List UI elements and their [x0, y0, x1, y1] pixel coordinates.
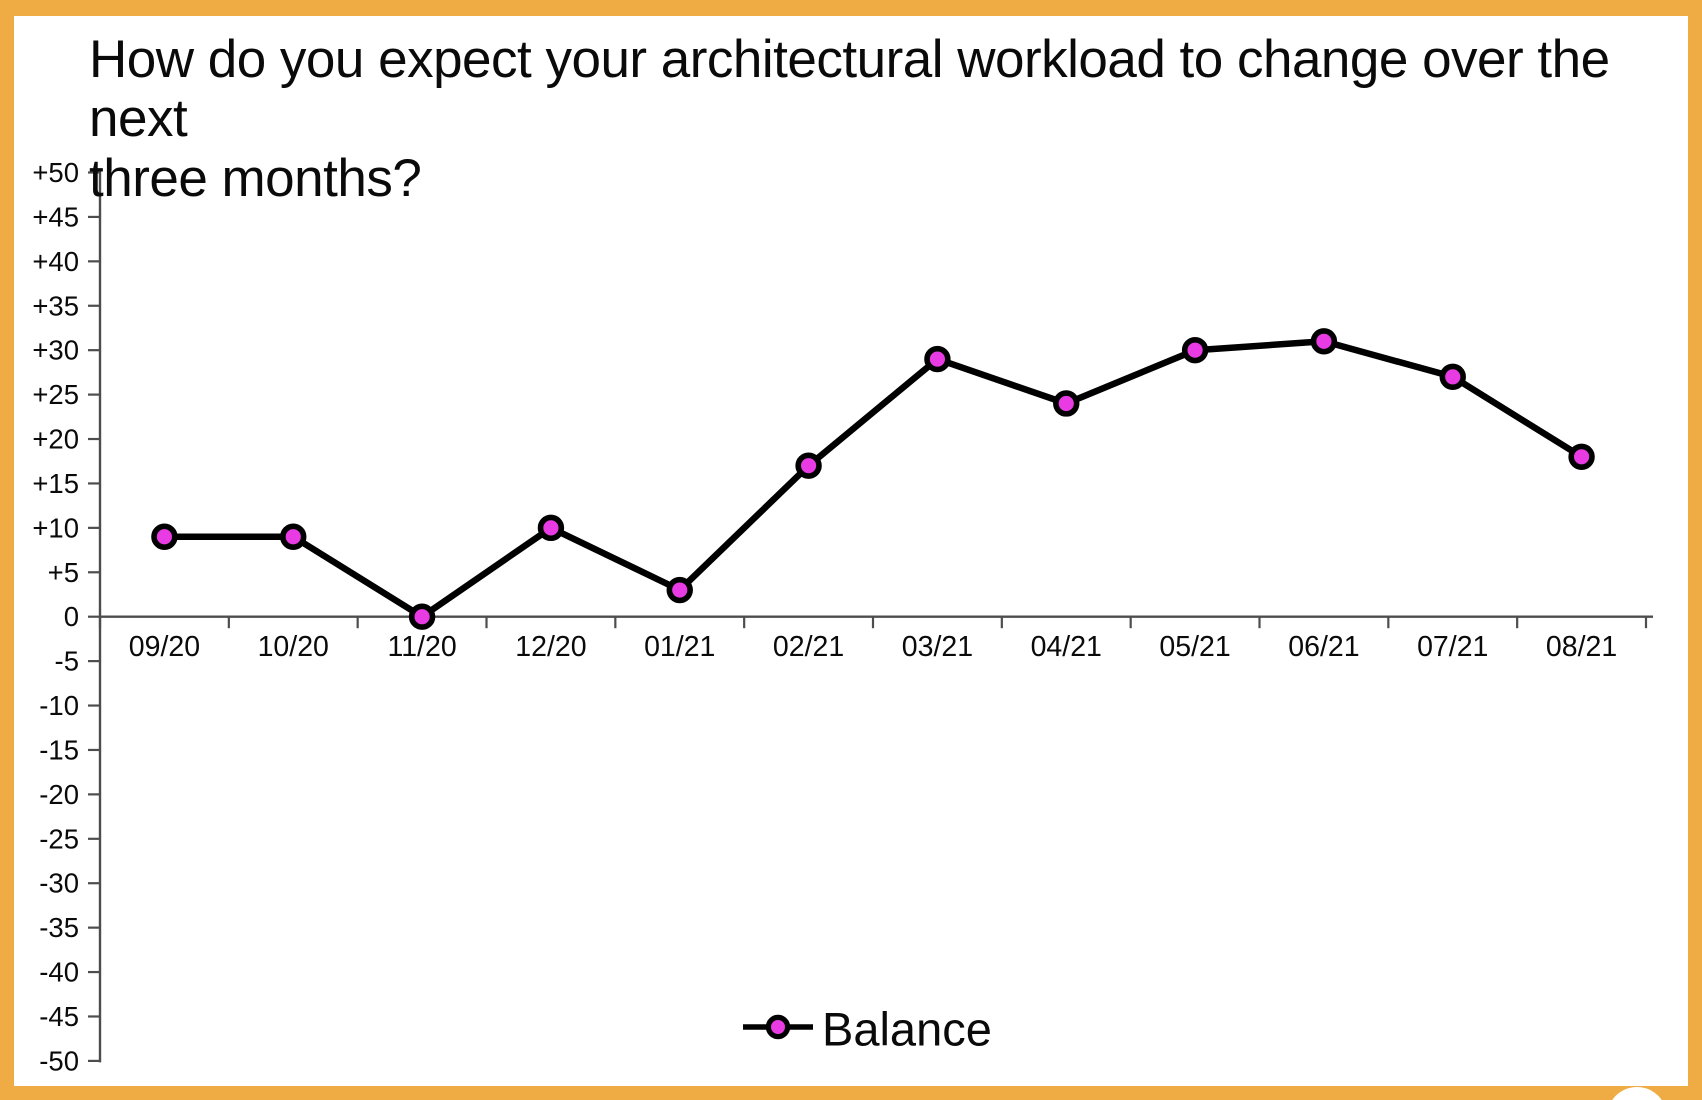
y-tick-label: +20 — [32, 424, 79, 455]
y-tick-label: 0 — [64, 601, 79, 632]
y-tick-label: +40 — [32, 246, 79, 277]
x-tick-label: 12/20 — [515, 631, 586, 663]
y-tick-label: +5 — [48, 557, 79, 588]
balance-line — [161, 338, 1585, 620]
data-point-marker — [666, 576, 693, 604]
y-tick-label: -10 — [39, 690, 79, 721]
x-tick-label: 10/20 — [258, 631, 329, 663]
y-tick-label: +10 — [32, 512, 79, 543]
y-tick-label: +45 — [32, 201, 79, 232]
y-tick-label: +50 — [32, 157, 79, 188]
x-tick-label: 03/21 — [902, 631, 973, 663]
data-point-marker — [537, 514, 565, 542]
y-tick-label: -15 — [39, 734, 79, 765]
x-tick-label: 05/21 — [1159, 631, 1230, 663]
data-point-marker — [1310, 328, 1338, 355]
y-tick-label: -30 — [39, 868, 79, 899]
x-tick-label: 04/21 — [1031, 631, 1102, 663]
x-tick-label: 11/20 — [387, 631, 456, 663]
x-tick-label: 02/21 — [773, 631, 844, 663]
x-tick-label: 09/20 — [129, 631, 200, 663]
data-point-marker — [795, 452, 822, 479]
data-point-marker — [408, 603, 436, 630]
x-tick-label: 08/21 — [1546, 631, 1617, 663]
y-tick-label: +25 — [32, 379, 79, 410]
y-tick-label: +35 — [32, 290, 79, 321]
data-point-marker — [1568, 443, 1595, 470]
y-tick-label: +15 — [32, 468, 79, 499]
y-tick-label: -50 — [39, 1045, 79, 1076]
chart-title: How do you expect your architectural wor… — [89, 30, 1610, 208]
x-tick-label: 06/21 — [1288, 631, 1359, 663]
y-tick-label: -20 — [39, 779, 79, 810]
data-point-marker — [1181, 336, 1209, 364]
legend-marker-icon — [765, 1014, 791, 1040]
y-tick-label: -25 — [39, 823, 79, 854]
y-tick-label: -45 — [39, 1001, 79, 1032]
data-point-marker — [924, 345, 951, 373]
y-tick-label: -5 — [55, 646, 79, 677]
data-point-marker — [280, 523, 307, 550]
y-tick-label: -35 — [39, 912, 79, 943]
y-tick-label: -40 — [39, 957, 79, 988]
x-tick-label: 07/21 — [1417, 631, 1488, 663]
legend-label: Balance — [822, 1003, 992, 1056]
data-point-marker — [151, 523, 178, 550]
data-point-marker — [1439, 363, 1466, 391]
data-point-marker — [1053, 390, 1080, 417]
x-tick-label: 01/21 — [644, 631, 715, 663]
y-tick-label: +30 — [32, 335, 79, 366]
